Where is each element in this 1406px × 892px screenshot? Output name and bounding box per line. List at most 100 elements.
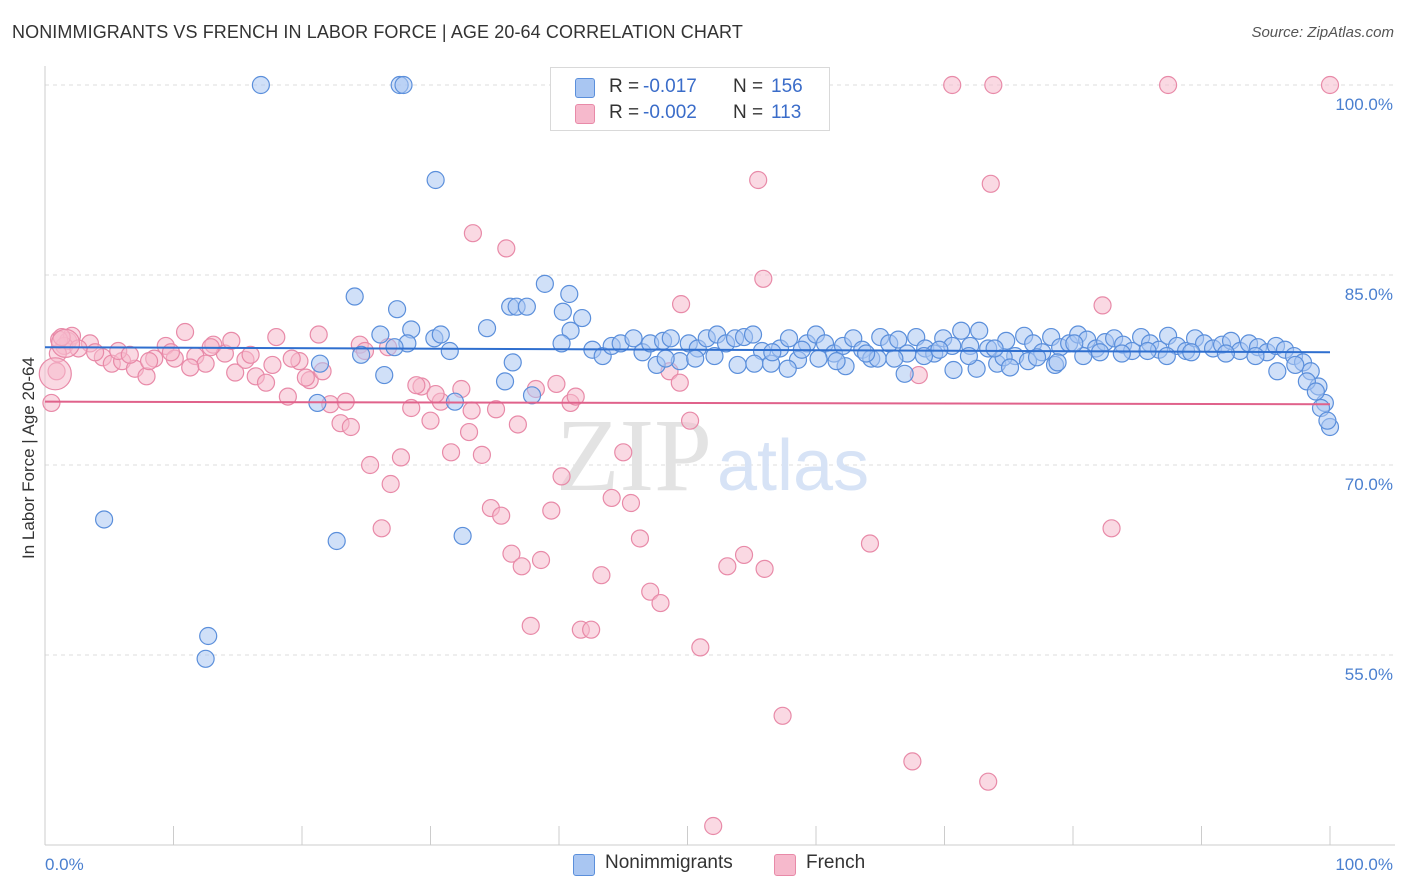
legend-n-label: N = <box>733 102 764 123</box>
french-point <box>630 529 650 548</box>
french-point <box>547 374 566 394</box>
french-point <box>718 557 737 576</box>
axes <box>44 66 1395 846</box>
french-point <box>755 559 774 578</box>
french-point <box>521 616 540 635</box>
french-point <box>361 455 380 475</box>
french-point <box>651 593 670 613</box>
nonimmigrants-point <box>763 343 782 362</box>
nonimmigrants-point <box>371 325 390 344</box>
nonimmigrants-point <box>573 308 592 328</box>
french-point <box>267 327 286 347</box>
french-point <box>139 352 159 371</box>
nonimmigrants-point <box>656 349 675 368</box>
nonimmigrants-point <box>1246 346 1265 366</box>
legend-r-value: -0.002 <box>643 102 697 123</box>
bottom-legend-swatch-pink <box>774 854 796 876</box>
nonimmigrants-point <box>375 365 394 385</box>
y-axis-title: In Labor Force | Age 20-64 <box>19 357 38 559</box>
legend-r-label: R = <box>609 102 640 123</box>
source-label: Source: ZipAtlas.com <box>1251 24 1394 41</box>
bottom-legend-swatch-blue <box>573 854 595 876</box>
nonimmigrants-point <box>477 319 497 338</box>
nonimmigrants-point <box>1318 411 1337 430</box>
french-point <box>1102 519 1121 538</box>
nonimmigrants-point <box>503 353 522 372</box>
nonimmigrants-point <box>387 300 407 319</box>
french-point <box>86 343 105 362</box>
french-point <box>407 376 426 395</box>
french-point <box>984 75 1003 95</box>
x-tick-label: 0.0% <box>45 855 84 874</box>
french-trend-line <box>44 400 1331 406</box>
nonimmigrants-trend-line <box>44 346 1331 354</box>
french-point <box>402 398 421 418</box>
bottom-legend-label: Nonimmigrants <box>605 852 733 873</box>
nonimmigrants-point <box>1157 346 1176 366</box>
x-tick-label: 100.0% <box>1335 855 1393 874</box>
nonimmigrants-point <box>661 329 680 348</box>
french-point <box>614 443 633 462</box>
french-point <box>226 363 245 382</box>
french-point <box>278 387 297 406</box>
nonimmigrants-point <box>1048 353 1067 372</box>
french-point <box>542 501 561 520</box>
nonimmigrants-point <box>779 329 799 348</box>
nonimmigrants-point <box>778 359 797 378</box>
nonimmigrants-point <box>1216 344 1236 363</box>
nonimmigrants-point <box>196 649 215 668</box>
french-point <box>749 170 768 190</box>
french-point <box>222 331 241 350</box>
nonimmigrants-point <box>1065 334 1084 353</box>
nonimmigrants-point <box>495 372 515 391</box>
french-point <box>391 448 411 467</box>
legend-n-label: N = <box>733 76 764 97</box>
nonimmigrants-point <box>1268 362 1287 381</box>
french-point <box>497 239 516 258</box>
nonimmigrants-point <box>453 526 472 546</box>
french-point <box>296 368 315 387</box>
french-point <box>256 373 276 392</box>
french-point <box>979 772 998 791</box>
nonimmigrants-point <box>686 349 705 368</box>
french-point <box>582 620 601 639</box>
nonimmigrants-point <box>426 170 445 190</box>
french-point <box>508 415 527 434</box>
trend-lines <box>44 346 1331 406</box>
french-point <box>981 174 1000 193</box>
nonimmigrants-point <box>440 341 459 361</box>
nonimmigrants-point <box>952 321 971 340</box>
french-point <box>381 474 400 494</box>
nonimmigrants-point <box>1027 348 1047 367</box>
nonimmigrants-point <box>1000 358 1020 377</box>
nonimmigrants-point <box>553 302 572 321</box>
french-points <box>38 75 1340 836</box>
nonimmigrants-point <box>560 284 579 304</box>
nonimmigrants-point <box>944 360 963 380</box>
french-point <box>621 493 641 513</box>
french-point <box>175 322 195 342</box>
chart-title: NONIMMIGRANTS VS FRENCH IN LABOR FORCE |… <box>12 22 743 42</box>
nonimmigrants-point <box>809 349 828 368</box>
nonimmigrants-point <box>561 321 580 340</box>
french-point <box>566 387 585 406</box>
french-point <box>196 354 215 373</box>
french-point <box>552 467 571 486</box>
french-point <box>137 367 156 386</box>
nonimmigrants-point <box>985 339 1004 358</box>
french-point <box>462 401 481 420</box>
french-point <box>943 75 962 95</box>
nonimmigrants-point <box>914 346 934 366</box>
french-point <box>181 358 200 377</box>
french-point <box>161 343 181 362</box>
legend-swatch-pink <box>575 104 595 124</box>
french-point <box>472 445 491 464</box>
legend-swatch-blue <box>575 78 595 98</box>
french-point <box>309 325 328 344</box>
french-point <box>1093 296 1112 315</box>
nonimmigrants-point <box>327 531 346 551</box>
nonimmigrants-point <box>857 344 876 363</box>
legend-n-value: 156 <box>771 76 803 97</box>
french-point <box>903 752 922 771</box>
